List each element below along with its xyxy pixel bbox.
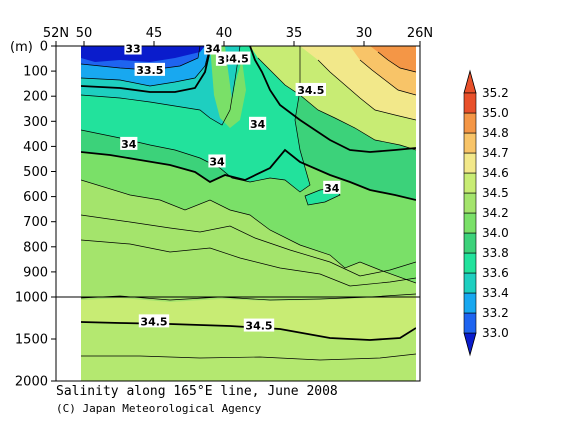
- colorbar-segment: [463, 252, 477, 274]
- field-band-35.0: [370, 46, 416, 72]
- contour-label-bg: [124, 41, 142, 55]
- colorbar-segment: [463, 232, 477, 254]
- x-tick-label: 30: [356, 26, 373, 41]
- contour-label-bg: [249, 116, 267, 130]
- contour-label: 34.5: [297, 84, 324, 97]
- contour-label-bg: [220, 51, 251, 65]
- y-tick-label: 200: [23, 90, 48, 105]
- contour-label: 34.5: [222, 53, 249, 66]
- contour-label-bg: [204, 41, 222, 55]
- colorbar-bottom-arrow: [463, 332, 477, 357]
- contour-label: 34: [209, 155, 225, 168]
- contour-lines-thick: [81, 46, 416, 341]
- y-tick-label: 600: [23, 190, 48, 205]
- colorbar-segment: [463, 172, 477, 194]
- contour-label: 33.5: [136, 64, 163, 77]
- contour-label: 34: [121, 138, 137, 151]
- contour-label-bg: [243, 318, 275, 332]
- colorbar-label: 33.4: [482, 286, 509, 300]
- contour-label-bg: [120, 136, 138, 150]
- colorbar-label: 35.2: [482, 86, 509, 100]
- contour-label: 33: [125, 43, 140, 56]
- colorbar: 33.0 33.2 33.4 33.6 33.8 34.0 34.2 34.5 34.6 34.7…: [463, 69, 509, 357]
- colorbar-segment: [463, 192, 477, 214]
- x-tick-label: 52N: [43, 26, 69, 41]
- colorbar-label: 33.2: [482, 306, 509, 320]
- y-tick-label: 800: [23, 240, 48, 255]
- y-tick-label: 400: [23, 140, 48, 155]
- contour-label-bg: [208, 154, 226, 168]
- x-tick-label: 26N: [407, 26, 433, 41]
- y-axis-unit-label: (m): [10, 40, 33, 55]
- colorbar-label: 33.6: [482, 266, 509, 280]
- colorbar-segment: [463, 132, 477, 154]
- y-tick-label: 1000: [15, 291, 48, 306]
- contour-label: 3: [217, 54, 225, 67]
- contour-label: 34: [250, 118, 266, 131]
- y-tick-label: 1500: [15, 333, 48, 348]
- y-tick-label: 700: [23, 215, 48, 230]
- salinity-field: [81, 46, 416, 381]
- colorbar-segment: [463, 112, 477, 134]
- contour-label-bg: [134, 62, 165, 76]
- colorbar-label: 34.5: [482, 186, 509, 200]
- x-tick-label: 40: [216, 26, 233, 41]
- y-tick-label: 300: [23, 115, 48, 130]
- chart-credit: (C) Japan Meteorological Agency: [56, 402, 262, 415]
- field-intrusion-40N: [210, 46, 246, 128]
- colorbar-segment: [463, 312, 477, 334]
- y-tick-label: 500: [23, 165, 48, 180]
- colorbar-label: 33.8: [482, 246, 509, 260]
- x-axis-ticks: 52N 50 45 40 35 30 26N: [43, 26, 433, 46]
- contour-label: 34: [205, 43, 221, 56]
- chart-title: Salinity along 165°E line, June 2008: [56, 384, 338, 399]
- field-band-34.5-deep: [81, 322, 416, 381]
- contour-label: 34: [324, 182, 340, 195]
- colorbar-segment: [463, 212, 477, 234]
- contour-label-bg: [215, 52, 227, 66]
- colorbar-segment: [463, 152, 477, 174]
- contour-label-bg: [138, 314, 170, 328]
- y-tick-label: 2000: [15, 375, 48, 390]
- colorbar-top-arrow: [463, 69, 477, 94]
- y-axis-ticks: 0 100 200 300 400 500 600 700 800 900 1000 1500 2000: [15, 40, 56, 390]
- colorbar-segment: [463, 292, 477, 314]
- contour-label-bg: [323, 180, 341, 194]
- colorbar-segment: [463, 272, 477, 294]
- contour-label: 34.5: [140, 315, 167, 328]
- colorbar-segment: [463, 92, 477, 114]
- contour-label: 34.5: [245, 320, 272, 333]
- field-band-33.0: [81, 46, 205, 62]
- x-tick-label: 35: [286, 26, 303, 41]
- colorbar-label: 33.0: [482, 326, 509, 340]
- colorbar-label: 34.7: [482, 146, 509, 160]
- contour-lines-thin: [81, 46, 416, 361]
- contour-label-bg: [295, 82, 326, 96]
- y-tick-label: 100: [23, 65, 48, 80]
- colorbar-label: 35.0: [482, 106, 509, 120]
- x-tick-label: 45: [146, 26, 163, 41]
- colorbar-label: 34.2: [482, 206, 509, 220]
- y-tick-label: 900: [23, 265, 48, 280]
- y-tick-label: 0: [40, 40, 48, 55]
- plot-border: [55, 45, 421, 382]
- colorbar-label: 34.0: [482, 226, 509, 240]
- x-tick-label: 50: [76, 26, 93, 41]
- colorbar-label: 34.8: [482, 126, 509, 140]
- colorbar-label: 34.6: [482, 166, 509, 180]
